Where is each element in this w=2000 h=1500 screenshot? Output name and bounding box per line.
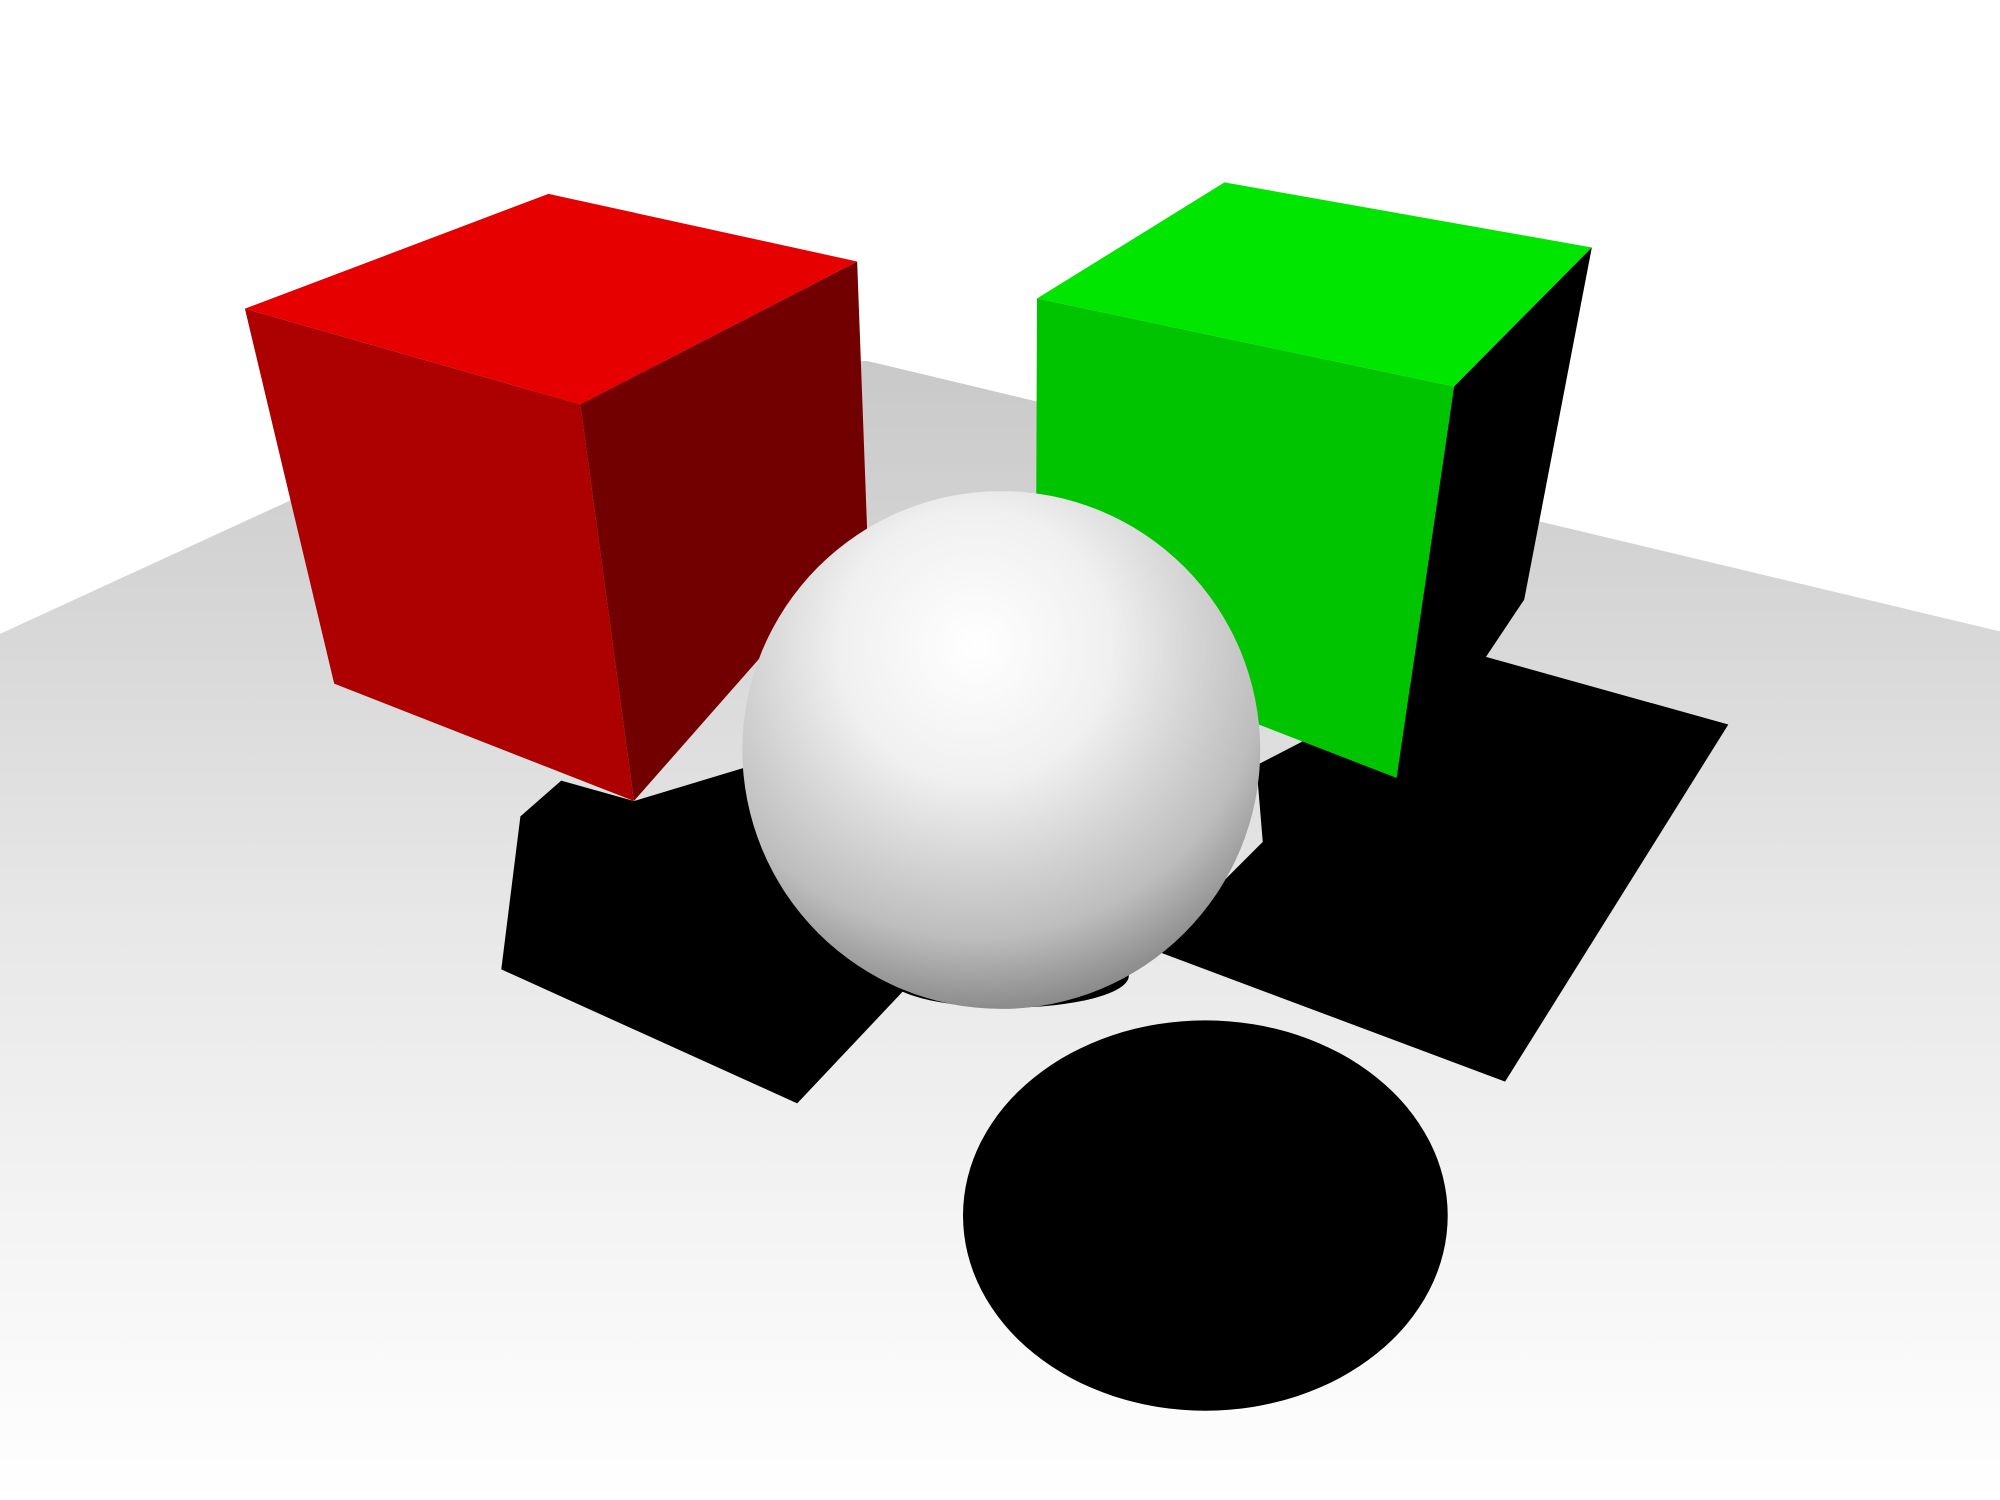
- sphere: [742, 491, 1261, 1009]
- red-cube-top: [244, 193, 858, 405]
- sphere-shadow: [963, 1020, 1448, 1411]
- green-cube-side: [1396, 247, 1592, 779]
- green-cube-top: [1036, 182, 1592, 387]
- red-cube-side: [580, 261, 868, 802]
- red-cube-front: [244, 308, 634, 802]
- green-cube-shadow: [1154, 599, 1729, 1082]
